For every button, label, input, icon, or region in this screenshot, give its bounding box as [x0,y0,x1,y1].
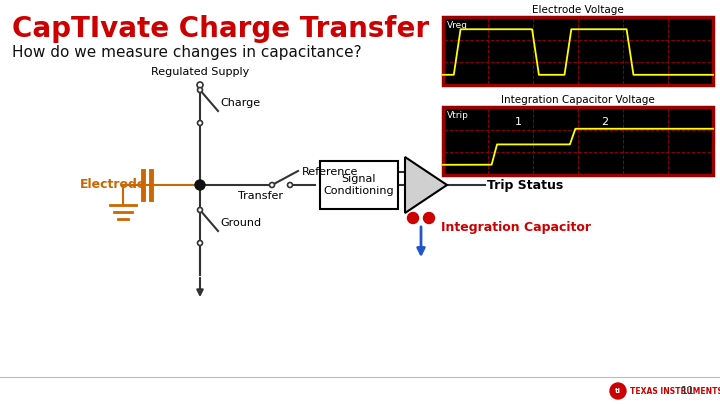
Text: Integration Capacitor Voltage: Integration Capacitor Voltage [501,95,655,105]
Text: TEXAS INSTRUMENTS: TEXAS INSTRUMENTS [630,386,720,396]
Text: How do we measure changes in capacitance?: How do we measure changes in capacitance… [12,45,361,60]
Circle shape [287,183,292,188]
Circle shape [408,213,418,224]
Circle shape [197,241,202,245]
Text: Vtrip: Vtrip [447,111,469,120]
Text: Electrode Voltage: Electrode Voltage [532,5,624,15]
Text: Vreg: Vreg [447,21,468,30]
Circle shape [269,183,274,188]
Text: Signal
Conditioning: Signal Conditioning [324,174,395,196]
Bar [0,377,720,405]
Text: Electrode: Electrode [80,179,146,192]
Text: Transfer: Transfer [238,191,283,201]
Text: Ground: Ground [220,217,261,228]
Text: CapTIvate Charge Transfer: CapTIvate Charge Transfer [12,15,429,43]
Circle shape [195,180,205,190]
Text: Charge: Charge [220,98,260,107]
FancyBboxPatch shape [443,107,713,175]
Circle shape [610,383,626,399]
Text: Integration Capacitor: Integration Capacitor [441,222,591,234]
FancyBboxPatch shape [443,17,713,85]
Circle shape [197,207,202,213]
Text: 2: 2 [601,117,608,127]
Circle shape [197,121,202,126]
Polygon shape [405,157,447,213]
Circle shape [423,213,434,224]
Text: 11: 11 [681,386,695,396]
Circle shape [197,82,203,88]
Text: Trip Status: Trip Status [487,179,563,192]
Text: Reference: Reference [302,167,358,177]
Circle shape [197,87,202,92]
Text: Regulated Supply: Regulated Supply [151,67,249,77]
Text: 1: 1 [515,117,522,127]
Text: ti: ti [615,388,621,394]
FancyBboxPatch shape [320,161,398,209]
